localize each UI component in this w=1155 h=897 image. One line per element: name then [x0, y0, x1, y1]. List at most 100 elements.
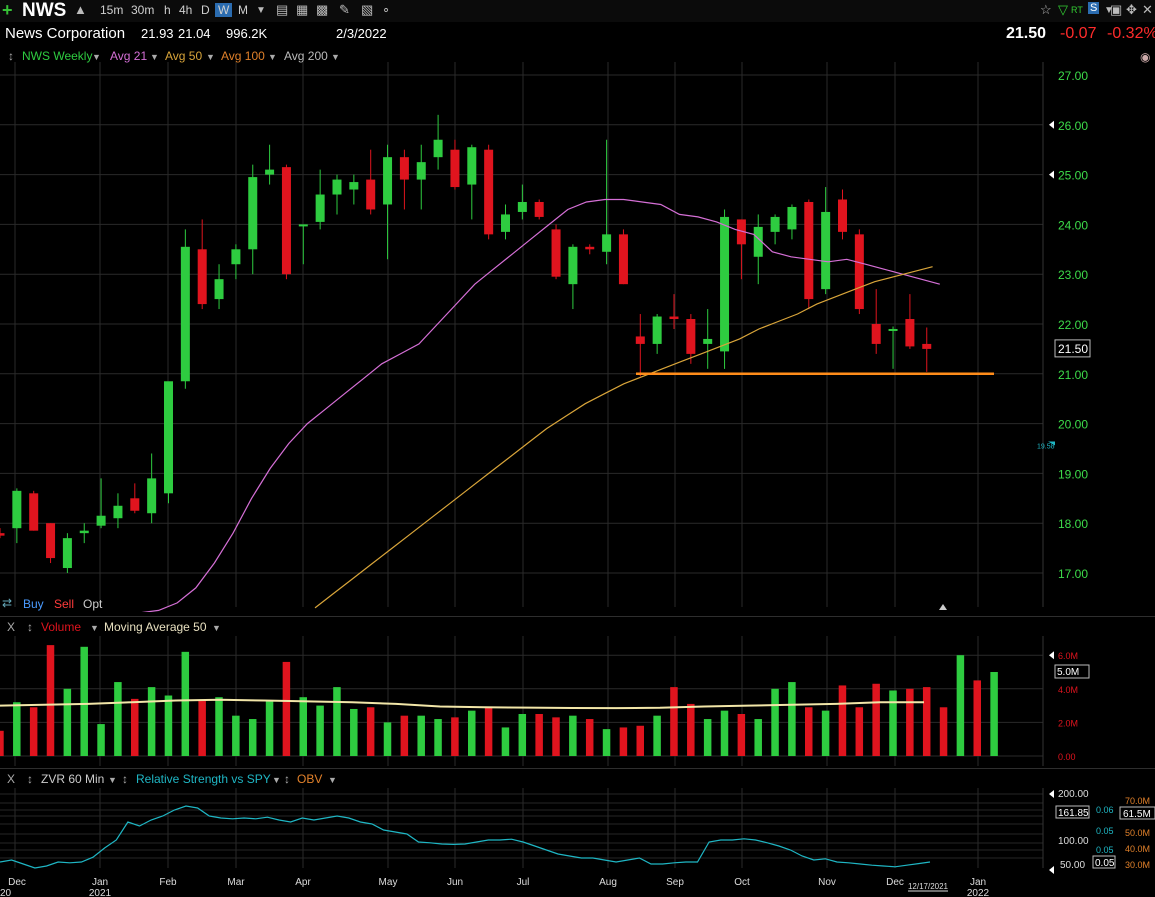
- candle-body: [517, 201, 527, 212]
- chevron-down-icon[interactable]: ▼: [1104, 5, 1114, 16]
- obv-tick-label: 50.0M: [1125, 828, 1150, 838]
- obv-tick-label: 30.0M: [1125, 860, 1150, 870]
- legend-sort-icon[interactable]: ↕: [8, 49, 14, 63]
- candle-body: [46, 523, 56, 559]
- chevron-down-icon[interactable]: ▼: [272, 775, 281, 785]
- volume-tick-label: 4.0M: [1058, 685, 1078, 695]
- volume-bar: [518, 714, 527, 756]
- candle-body: [248, 177, 258, 250]
- options-button[interactable]: Opt: [83, 597, 103, 611]
- share-icon[interactable]: ∘: [382, 2, 391, 17]
- volume-bar: [788, 682, 796, 756]
- legend-avg100[interactable]: Avg 100: [221, 49, 265, 63]
- legend-avg200[interactable]: Avg 200: [284, 49, 328, 63]
- chevron-down-icon[interactable]: ▼: [328, 775, 337, 785]
- tf-4h[interactable]: 4h: [179, 3, 193, 17]
- volume-sort-icon[interactable]: ↕: [27, 620, 33, 634]
- obv-label[interactable]: OBV: [297, 772, 323, 786]
- volume-bar: [687, 703, 695, 756]
- draw-icon[interactable]: ✎: [339, 2, 350, 17]
- volume-value: 996.2K: [226, 26, 268, 41]
- rs-sort-icon[interactable]: ↕: [122, 772, 128, 786]
- zvr-label[interactable]: ZVR 60 Min: [41, 772, 105, 786]
- palette-icon[interactable]: ◉: [1140, 50, 1151, 64]
- volume-current-box: [1054, 664, 1090, 679]
- volume-title[interactable]: Volume: [41, 620, 82, 634]
- volume-bar: [939, 707, 948, 756]
- candle-body: [96, 515, 106, 526]
- price-tick-label: 19.00: [1058, 467, 1088, 481]
- obv-sort-icon[interactable]: ↕: [284, 772, 290, 786]
- sell-button[interactable]: Sell: [54, 597, 75, 611]
- x-tick-label: Feb: [159, 877, 177, 888]
- volume-bar: [754, 719, 762, 756]
- volume-bar: [636, 725, 644, 756]
- volume-ma-label[interactable]: Moving Average 50: [104, 620, 207, 634]
- date-value: 2/3/2022: [336, 26, 387, 41]
- tf-15m[interactable]: 15m: [100, 3, 124, 17]
- tf-h[interactable]: h: [164, 3, 171, 17]
- chevron-down-icon[interactable]: ▼: [90, 623, 99, 633]
- indicator-chart[interactable]: 200.00 161.85 100.00 50.00 0.05 0.06 0.05 0.05 7…: [0, 788, 1155, 897]
- chevron-down-icon[interactable]: ▼: [150, 52, 159, 62]
- volume-ma-line: [0, 698, 924, 710]
- tf-d[interactable]: D: [201, 3, 210, 17]
- volume-bar: [164, 695, 173, 756]
- legend-series[interactable]: NWS Weekly: [22, 49, 93, 63]
- volume-bar: [232, 715, 240, 756]
- rs-label[interactable]: Relative Strength vs SPY: [136, 772, 271, 786]
- pin-icon[interactable]: ▲: [74, 2, 87, 17]
- chevron-down-icon[interactable]: ▼: [331, 52, 340, 62]
- rs-tick-label: 0.05: [1096, 845, 1114, 855]
- volume-bar: [670, 687, 678, 756]
- arrow-left-icon: [1049, 170, 1054, 179]
- alert-icon[interactable]: ▽: [1058, 2, 1068, 17]
- x-tick-label: Dec: [8, 877, 26, 888]
- indicators-icon[interactable]: ▩: [316, 2, 329, 17]
- candle-body: [79, 530, 89, 534]
- close-icon[interactable]: ✕: [1142, 2, 1153, 17]
- volume-bar: [771, 688, 779, 756]
- chevron-down-icon[interactable]: ▼: [212, 623, 221, 633]
- chevron-down-icon[interactable]: ▼: [108, 775, 117, 785]
- layout-icon[interactable]: ▦: [296, 2, 309, 17]
- trade-icon[interactable]: ⇄: [2, 596, 13, 610]
- volume-bar: [703, 719, 712, 756]
- volume-bar: [535, 714, 543, 756]
- tf-30m[interactable]: 30m: [131, 3, 155, 17]
- star-icon[interactable]: ☆: [1040, 2, 1052, 17]
- rs-tick-label: 0.06: [1096, 805, 1114, 815]
- ind-tick-label: 50.00: [1060, 860, 1085, 871]
- year-label: 2021: [89, 888, 112, 897]
- buy-button[interactable]: Buy: [23, 597, 44, 611]
- chevron-down-icon[interactable]: ▼: [206, 52, 215, 62]
- volume-chart[interactable]: 6.0M 4.0M 2.0M 0.00 5.0M: [0, 636, 1155, 766]
- chevron-down-icon[interactable]: ▼: [92, 52, 101, 62]
- s-icon[interactable]: S: [1088, 2, 1100, 14]
- volume-bar: [451, 717, 459, 756]
- price-tick-label: 23.00: [1058, 268, 1088, 282]
- last-price: 21.50: [1006, 25, 1047, 42]
- add-icon[interactable]: +: [2, 0, 13, 20]
- symbol-label[interactable]: NWS: [22, 0, 67, 21]
- candle-body: [602, 234, 612, 252]
- chevron-down-icon[interactable]: ▼: [268, 52, 277, 62]
- move-icon[interactable]: ✥: [1126, 2, 1137, 17]
- close-volume-button[interactable]: X: [7, 620, 16, 634]
- legend-avg21[interactable]: Avg 21: [110, 49, 148, 63]
- x-tick-label: May: [379, 877, 398, 888]
- tf-m[interactable]: M: [238, 3, 248, 17]
- note-icon[interactable]: ▧: [361, 2, 374, 17]
- price-chart[interactable]: 27.00 26.00 25.00 24.00 23.00 22.00 21.00 20.00…: [0, 62, 1155, 612]
- volume-tick-label: 2.0M: [1058, 718, 1078, 728]
- candle-body: [703, 338, 713, 344]
- indicator-sort-icon[interactable]: ↕: [27, 772, 33, 786]
- chart-style-icon[interactable]: ▤: [276, 2, 289, 17]
- legend-avg50[interactable]: Avg 50: [165, 49, 203, 63]
- volume-bar: [97, 724, 105, 756]
- chevron-down-icon[interactable]: ▼: [256, 5, 266, 16]
- close-indicator-button[interactable]: X: [7, 772, 16, 786]
- tf-w[interactable]: W: [215, 3, 233, 17]
- realtime-icon[interactable]: RT: [1071, 5, 1083, 15]
- save-icon[interactable]: ▣: [1110, 2, 1123, 17]
